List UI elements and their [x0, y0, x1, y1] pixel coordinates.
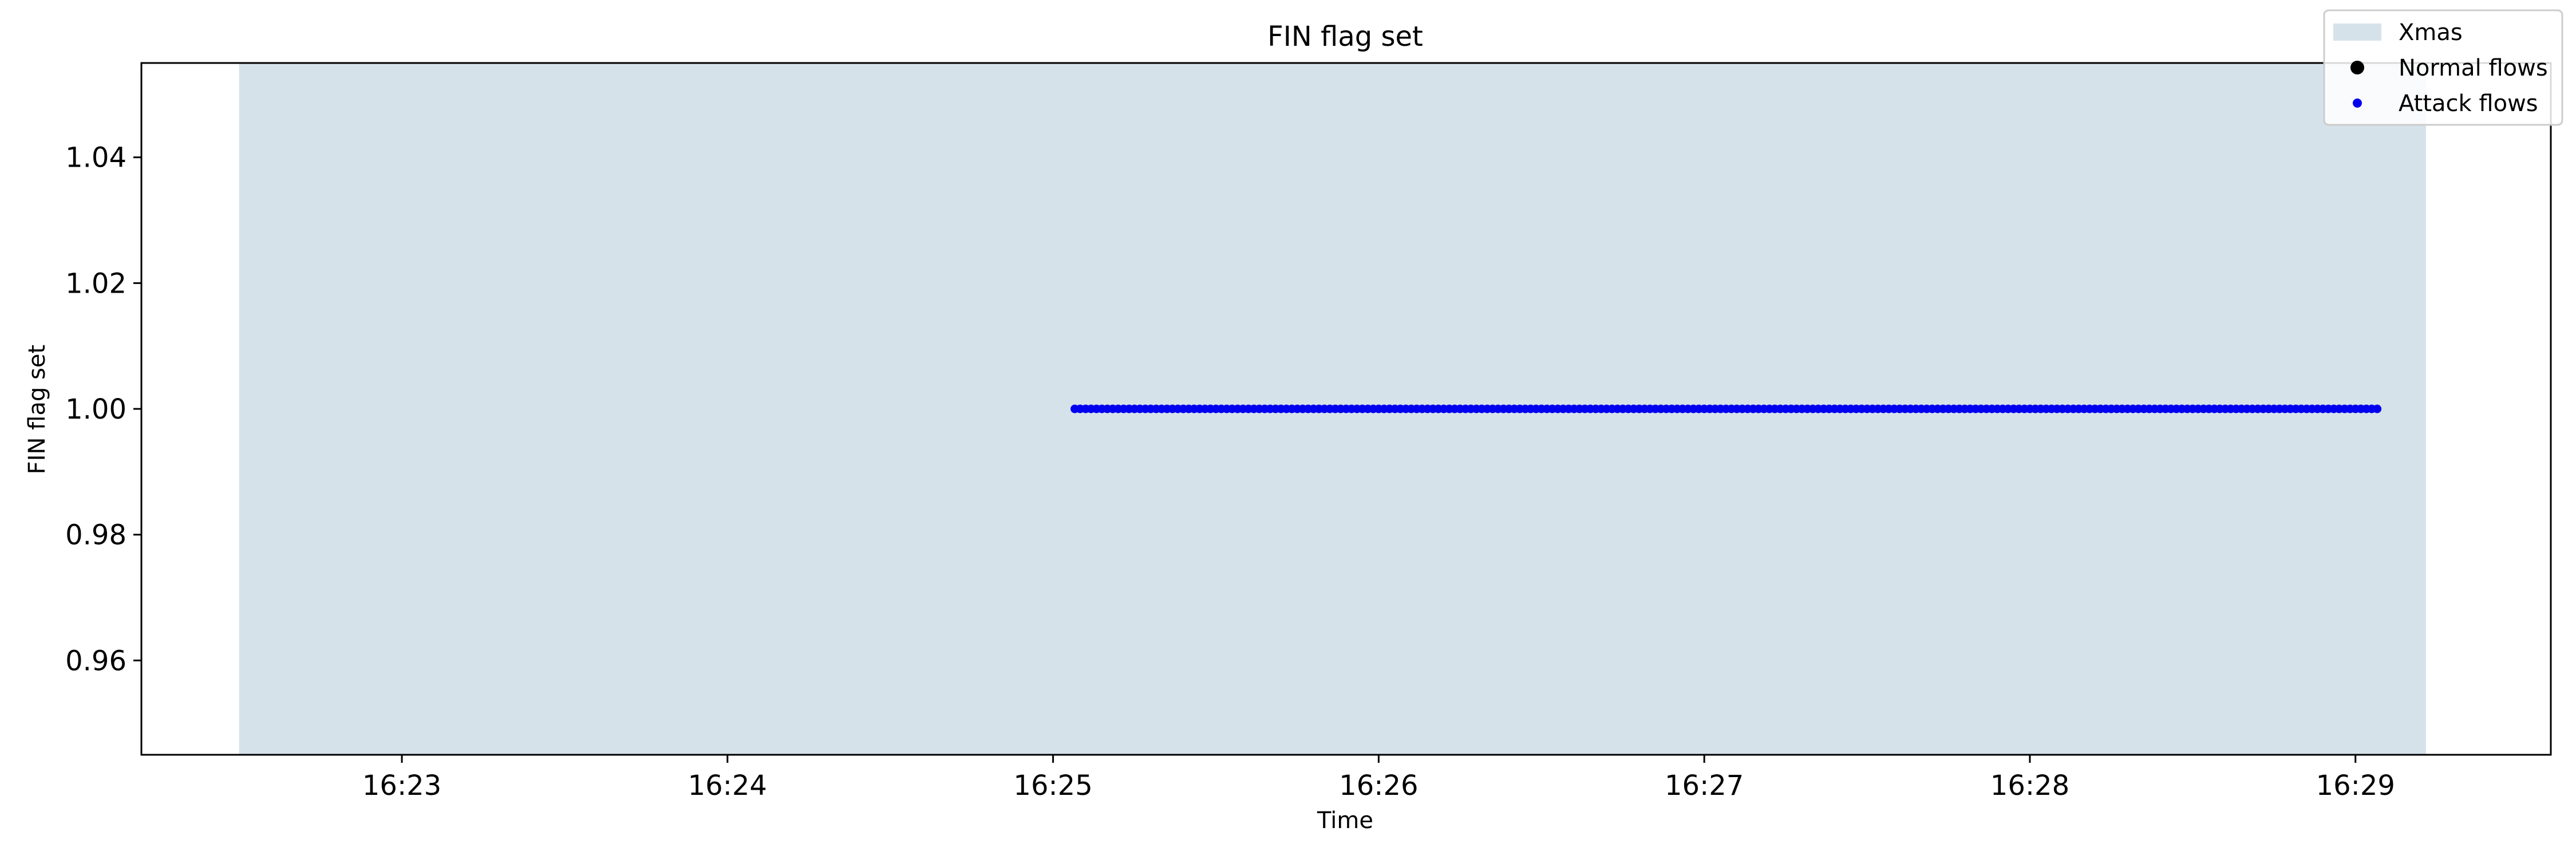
x-tick-label: 16:24	[688, 770, 767, 802]
x-axis-label: Time	[1317, 807, 1373, 834]
x-tick-label: 16:25	[1013, 770, 1092, 802]
y-tick-label: 1.02	[65, 267, 127, 300]
x-tick-label: 16:27	[1665, 770, 1744, 802]
x-tick-label: 16:29	[2316, 770, 2395, 802]
chart-title: FIN flag set	[1267, 21, 1423, 53]
legend-marker	[2353, 98, 2362, 108]
legend-label: Attack flows	[2399, 90, 2538, 117]
legend-swatch-xmas	[2333, 23, 2381, 41]
y-axis-label: FIN flag set	[24, 345, 50, 474]
legend-box	[2323, 9, 2563, 126]
plot-region: 16:23 16:24 16:25 16:26 16:27 16:28 16:29 0.96 0…	[65, 62, 2552, 802]
x-tick-label: 16:26	[1339, 770, 1418, 802]
y-tick-label: 1.00	[65, 393, 127, 425]
y-tick-label: 0.98	[65, 519, 127, 551]
x-tick-label: 16:23	[362, 770, 441, 802]
legend-label: Xmas	[2399, 19, 2463, 46]
x-tick-label: 16:28	[1990, 770, 2069, 802]
legend: Xmas Normal flows Attack flows	[2323, 9, 2563, 126]
legend-marker	[2350, 61, 2364, 74]
y-tick-label: 1.04	[65, 142, 127, 174]
attack-flow-point	[2373, 404, 2382, 413]
legend-label: Normal flows	[2399, 55, 2548, 81]
y-tick-label: 0.96	[65, 645, 127, 677]
